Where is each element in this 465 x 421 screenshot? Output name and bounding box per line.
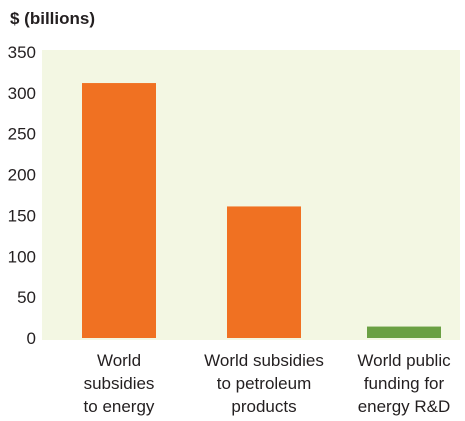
y-tick-label: 200 [8, 166, 36, 185]
category-label: World public funding for energy R&D [357, 351, 451, 416]
category-label-line: funding for [364, 374, 445, 393]
category-label: World subsidies to petroleum products [204, 351, 324, 416]
y-axis-label: $ (billions) [10, 9, 95, 28]
y-tick-label: 0 [27, 329, 36, 348]
category-label-line: products [231, 397, 296, 416]
y-tick-label: 100 [8, 247, 36, 266]
category-label-line: to petroleum [217, 374, 312, 393]
y-axis-ticks: 0 50 100 150 200 250 300 350 [8, 43, 36, 348]
bars [82, 83, 441, 339]
category-label: World subsidies to energy [84, 351, 155, 416]
y-tick-label: 300 [8, 84, 36, 103]
category-label-line: subsidies [84, 374, 155, 393]
category-label-line: energy R&D [358, 397, 451, 416]
bar [227, 206, 301, 338]
bar [367, 326, 441, 338]
y-tick-label: 250 [8, 125, 36, 144]
y-tick-label: 350 [8, 43, 36, 62]
category-label-line: World [97, 351, 141, 370]
y-tick-label: 50 [17, 288, 36, 307]
bar [82, 83, 156, 339]
y-tick-label: 150 [8, 206, 36, 225]
category-label-line: World public [357, 351, 451, 370]
category-label-line: World subsidies [204, 351, 324, 370]
category-labels: World subsidies to energy World subsidies to… [84, 351, 452, 416]
category-label-line: to energy [84, 397, 155, 416]
